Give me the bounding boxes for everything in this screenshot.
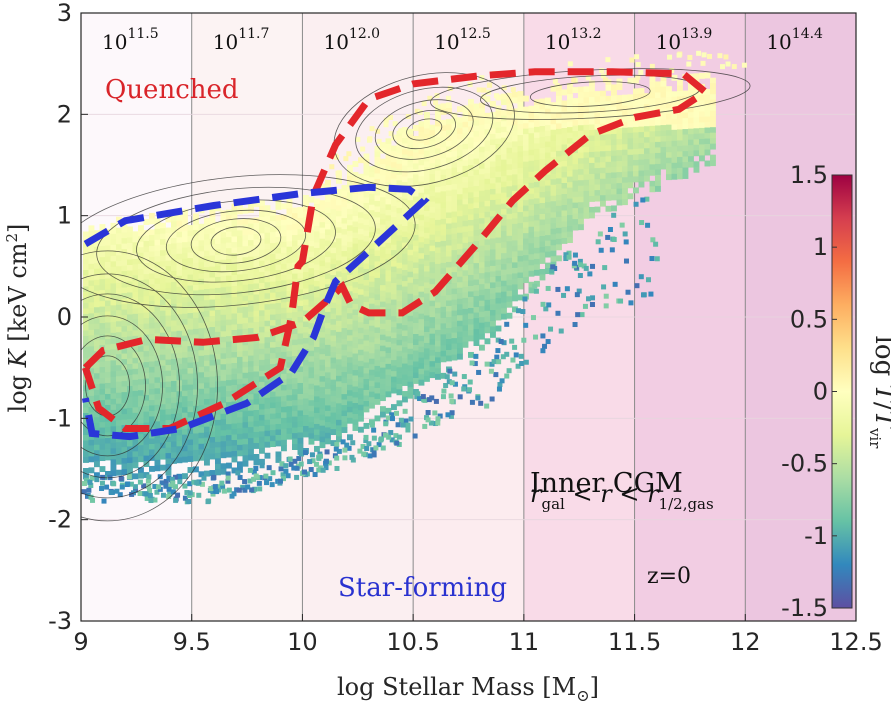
x-tick-label: 12 xyxy=(730,628,761,656)
colorbar: 1.5 1 0.5 0 -0.5 -1 -1.5 log T/Tvir xyxy=(781,161,891,622)
colorbar-label: log T/Tvir xyxy=(866,336,891,450)
y-tick-label: 1 xyxy=(57,202,72,230)
halo-mass-label: 1012.0 xyxy=(323,26,380,54)
halo-mass-exp: 12.0 xyxy=(349,26,380,42)
annotation-radius: rgal < r < r1/2,gas xyxy=(530,480,714,513)
halo-mass-base: 10 xyxy=(766,30,791,54)
halo-mass-base: 10 xyxy=(323,30,348,54)
density-contour xyxy=(81,335,146,437)
halo-mass-label: 1013.9 xyxy=(656,26,713,54)
halo-mass-label: 1011.7 xyxy=(213,26,270,54)
x-axis-label-prefix: log Stellar Mass [M xyxy=(337,673,576,701)
x-axis-label-sun: ⊙ xyxy=(576,686,589,704)
colorbar-label-vir: vir xyxy=(866,427,884,449)
annotation-title: Inner CGM xyxy=(530,468,683,499)
x-tick-label: 11.5 xyxy=(608,628,661,656)
colorbar-label-Tvir: T xyxy=(869,411,891,430)
annotation-gal: gal xyxy=(541,495,565,513)
x-axis-label: log Stellar Mass [M⊙] xyxy=(337,673,599,704)
starforming-contour xyxy=(81,183,430,441)
annotation-r3: r xyxy=(647,480,660,508)
y-tick-label: -3 xyxy=(48,607,72,635)
x-axis-label-suffix: ] xyxy=(590,673,599,701)
halo-mass-base: 10 xyxy=(434,30,459,54)
annotation-lt2: < xyxy=(612,480,647,508)
colorbar-tick-label: -1 xyxy=(804,522,828,550)
colorbar-label-prefix: log xyxy=(869,336,891,385)
density-contour xyxy=(392,110,456,150)
scatter-cells xyxy=(81,50,747,505)
annotation-r1: r xyxy=(530,480,543,508)
colorbar-label-slash: / xyxy=(869,402,891,411)
colorbar-tick-label: 0.5 xyxy=(790,305,828,333)
halo-mass-label: 1014.4 xyxy=(766,26,823,54)
colorbar-tick-label: -0.5 xyxy=(781,450,828,478)
y-axis-label-end: ] xyxy=(4,224,32,233)
halo-mass-label: 1013.2 xyxy=(545,26,602,54)
annotation-r2: r xyxy=(600,480,613,508)
halo-mass-label: 1012.5 xyxy=(434,26,491,54)
halo-mass-labels: 1011.5 1011.7 1012.0 1012.5 1013.2 1013.9 1014… xyxy=(102,26,823,54)
density-contour xyxy=(529,81,651,107)
density-contour xyxy=(96,186,376,296)
quenched-contour xyxy=(82,68,712,432)
density-contour xyxy=(165,209,307,273)
density-contour xyxy=(81,250,218,522)
halo-mass-exp: 11.5 xyxy=(127,26,158,42)
halo-mass-exp: 11.7 xyxy=(238,26,269,42)
density-contour xyxy=(190,218,282,264)
y-tick-label: -2 xyxy=(48,506,72,534)
x-tick-label: 12.5 xyxy=(829,628,882,656)
density-contour xyxy=(406,118,443,141)
halo-mass-base: 10 xyxy=(213,30,238,54)
colorbar-tick-label: -1.5 xyxy=(781,594,828,622)
x-tick-label: 9.5 xyxy=(173,628,211,656)
halo-mass-base: 10 xyxy=(656,30,681,54)
density-contour xyxy=(374,99,474,160)
y-axis-label-sq: 2 xyxy=(3,233,21,243)
colorbar-label-T: T xyxy=(869,384,891,403)
halo-mass-exp: 12.5 xyxy=(460,26,491,42)
density-contour xyxy=(81,293,180,479)
x-tick-label: 9 xyxy=(73,628,88,656)
redshift-label: z=0 xyxy=(647,564,691,589)
annotation-lt1: < xyxy=(565,480,600,508)
colorbar-tick-label: 0 xyxy=(813,378,828,406)
density-contour xyxy=(81,315,163,457)
y-tick-label: 3 xyxy=(57,0,72,27)
density-contour xyxy=(136,199,336,283)
y-axis-label-unit: [keV cm xyxy=(4,242,32,349)
y-axis-label: log K [keV cm2] xyxy=(3,224,32,413)
halo-mass-base: 10 xyxy=(102,30,127,54)
annotation-half-gas: 1/2,gas xyxy=(659,495,714,513)
halo-mass-exp: 13.9 xyxy=(681,26,712,42)
x-tick-label: 11 xyxy=(509,628,540,656)
y-tick-label: 0 xyxy=(57,303,72,331)
starforming-label: Star-forming xyxy=(338,573,507,603)
y-axis-label-var: K xyxy=(4,347,32,368)
quenched-label: Quenched xyxy=(105,75,239,105)
x-tick-label: 10.5 xyxy=(386,628,439,656)
density-contours xyxy=(81,68,751,522)
density-contour xyxy=(355,86,494,173)
halo-mass-base: 10 xyxy=(545,30,570,54)
density-contour xyxy=(81,273,198,499)
y-tick-label: 2 xyxy=(57,100,72,128)
halo-mass-label: 1011.5 xyxy=(102,26,159,54)
y-tick-label: -1 xyxy=(48,404,72,432)
x-tick-label: 10 xyxy=(287,628,318,656)
colorbar-tick-label: 1 xyxy=(813,233,828,261)
density-contour xyxy=(210,226,262,256)
heatmap-layer xyxy=(81,50,751,522)
colorbar-ticks: 1.5 1 0.5 0 -0.5 -1 -1.5 xyxy=(781,161,837,622)
halo-mass-exp: 13.2 xyxy=(570,26,601,42)
colorbar-tick-label: 1.5 xyxy=(790,161,828,189)
y-axis-label-prefix: log xyxy=(4,367,32,412)
density-contour xyxy=(81,174,416,308)
halo-mass-exp: 14.4 xyxy=(792,26,823,42)
